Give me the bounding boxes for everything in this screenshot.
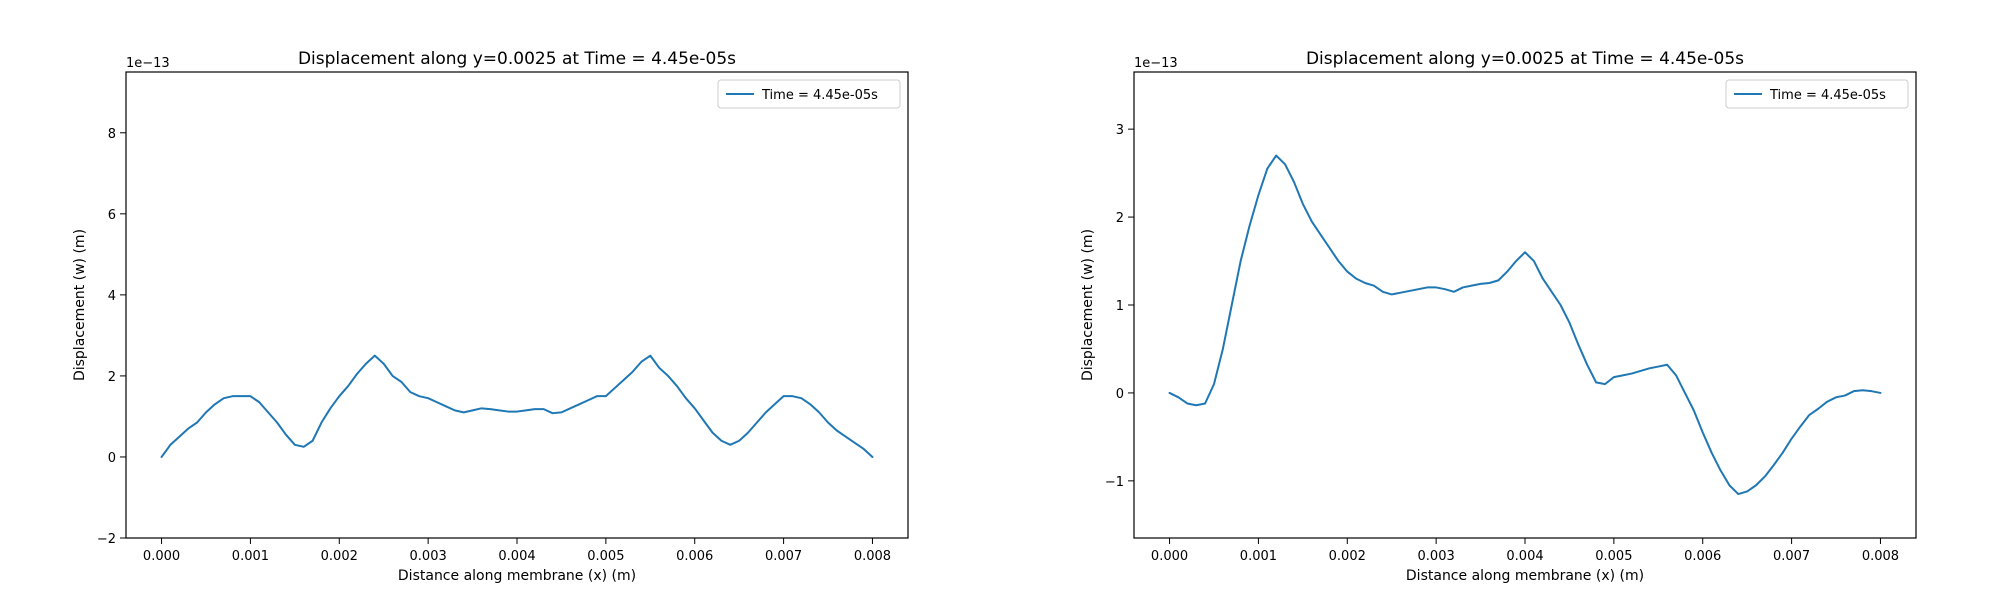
y-offset-label: 1e−13 [1134,56,1178,71]
legend-label: Time = 4.45e-05s [761,88,878,103]
x-tick-label: 0.000 [143,549,180,564]
x-tick-label: 0.003 [410,549,447,564]
x-tick-label: 0.005 [587,549,624,564]
x-tick-label: 0.007 [1773,549,1810,564]
x-axis-label: Distance along membrane (x) (m) [1406,568,1644,584]
chart-title: Displacement along y=0.0025 at Time = 4.… [1306,49,1744,69]
y-tick-label: 3 [1116,123,1124,138]
x-tick-label: 0.001 [1240,549,1277,564]
legend-label: Time = 4.45e-05s [1769,88,1886,103]
x-tick-label: 0.006 [1684,549,1721,564]
x-tick-label: 0.003 [1418,549,1455,564]
x-tick-label: 0.006 [676,549,713,564]
axes-frame [1133,71,1917,539]
y-tick-label: 4 [108,289,116,304]
subplot-1: Displacement along y=0.0025 at Time = 4.… [72,49,909,584]
x-tick-label: 0.004 [1506,549,1543,564]
legend-box [1725,79,1909,109]
legend-box [717,79,901,109]
subplot-2: Displacement along y=0.0025 at Time = 4.… [1080,49,1917,584]
y-tick-label: 0 [1116,387,1124,402]
x-tick-label: 0.008 [1862,549,1899,564]
y-tick-label: 1 [1116,299,1124,314]
x-tick-label: 0.000 [1151,549,1188,564]
y-axis-label: Displacement (w) (m) [72,229,88,381]
y-tick-label: 6 [108,208,116,223]
x-tick-label: 0.002 [321,549,358,564]
legend: Time = 4.45e-05s [717,79,901,109]
x-tick-label: 0.008 [854,549,891,564]
x-tick-label: 0.004 [498,549,535,564]
y-axis-label: Displacement (w) (m) [1080,229,1096,381]
series-line [1168,154,1882,496]
y-tick-label: 2 [1116,211,1124,226]
y-tick-label: −1 [1105,475,1124,490]
chart-title: Displacement along y=0.0025 at Time = 4.… [298,49,736,69]
y-tick-label: 0 [108,451,116,466]
y-tick-label: 2 [108,370,116,385]
y-tick-label: −2 [97,532,116,547]
legend: Time = 4.45e-05s [1725,79,1909,109]
x-tick-label: 0.002 [1329,549,1366,564]
x-tick-label: 0.007 [765,549,802,564]
x-tick-label: 0.001 [232,549,269,564]
y-offset-label: 1e−13 [126,56,170,71]
series-line [160,354,874,458]
x-tick-label: 0.005 [1595,549,1632,564]
y-tick-label: 8 [108,127,116,142]
x-axis-label: Distance along membrane (x) (m) [398,568,636,584]
axes-frame [125,71,909,539]
